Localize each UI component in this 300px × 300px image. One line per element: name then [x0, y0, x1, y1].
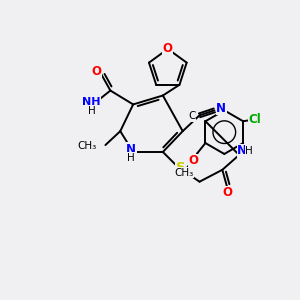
Text: Cl: Cl: [249, 113, 261, 126]
Text: O: O: [92, 65, 101, 78]
Text: N: N: [237, 145, 247, 158]
Text: CH₃: CH₃: [77, 141, 97, 151]
Text: NH: NH: [82, 98, 101, 107]
Text: O: O: [188, 154, 199, 167]
Text: H: H: [88, 106, 95, 116]
Text: N: N: [216, 102, 226, 115]
Text: CH₃: CH₃: [174, 168, 193, 178]
Text: S: S: [176, 161, 185, 174]
Text: O: O: [222, 186, 232, 199]
Text: H: H: [245, 146, 253, 156]
Text: O: O: [163, 42, 173, 56]
Text: C: C: [188, 111, 195, 121]
Text: N: N: [126, 142, 136, 155]
Text: H: H: [127, 153, 135, 163]
